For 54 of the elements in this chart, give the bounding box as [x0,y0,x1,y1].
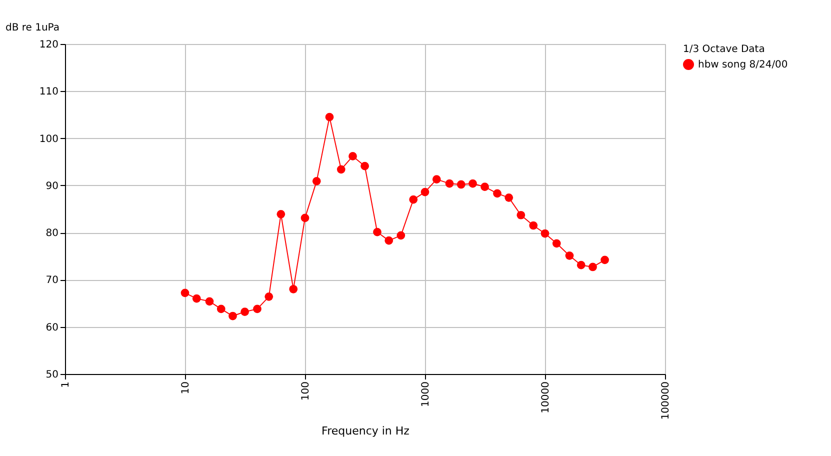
point [409,195,418,204]
point [516,210,526,220]
point [373,228,382,236]
point [504,194,514,202]
point [216,304,226,314]
point [445,179,454,188]
point [420,188,430,196]
x-tick-label: 1 [60,382,72,388]
point [565,251,574,260]
x-tick-label: 10000 [540,382,552,414]
point [300,214,310,222]
point [253,304,262,314]
point [468,179,477,188]
x-tick-label: 100 [300,382,312,401]
y-tick-label: 70 [46,275,58,286]
y-tick-label: 60 [46,322,58,334]
x-axis-title: Frequency in Hz [322,424,410,438]
point [588,262,597,272]
y-tick-label: 50 [46,370,58,380]
y-axis-title: dB re 1uPa [6,22,60,34]
point [289,284,298,294]
y-tick-label: 90 [46,180,58,192]
x-tick-label: 1000 [420,382,432,407]
point [264,292,274,301]
point [228,312,237,320]
point [456,180,466,189]
legend-title: 1/3 Octave Data [683,44,765,55]
point [529,221,538,230]
point [432,175,441,184]
point [576,260,586,270]
point [493,189,502,198]
point [312,177,321,186]
point [348,152,357,160]
legend-label: hbw song 8/24/00 [698,60,788,70]
point [540,229,550,238]
y-tick-label: 80 [46,228,58,240]
point [325,112,334,122]
point [192,294,201,303]
point [336,165,346,174]
point [276,210,286,218]
point [240,308,249,316]
x-tick-label: 10 [180,382,192,394]
point [384,236,394,245]
point [600,256,609,264]
point [360,162,369,170]
point [180,288,190,298]
point [396,231,406,240]
y-tick-label: 110 [39,86,58,98]
point [205,297,214,306]
y-tick-label: 100 [39,134,58,145]
point [552,239,561,248]
x-tick-label: 100000 [660,382,672,420]
y-tick-label: 120 [39,40,58,50]
point [480,182,489,192]
